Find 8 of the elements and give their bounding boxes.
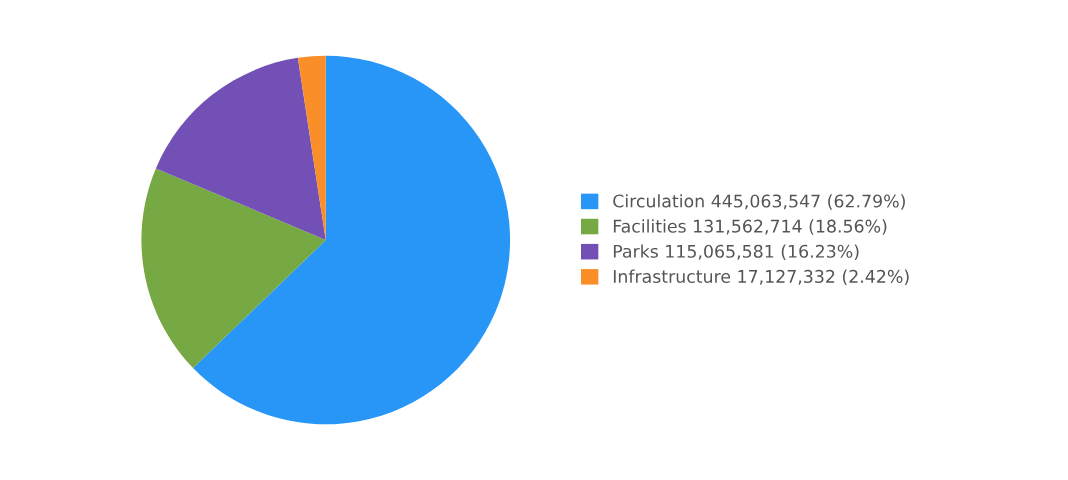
legend-label: Facilities 131,562,714 (18.56%) bbox=[613, 219, 887, 235]
pie-slice bbox=[297, 55, 326, 240]
pie-slice bbox=[141, 168, 326, 368]
legend-label: Parks 115,065,581 (16.23%) bbox=[613, 244, 859, 260]
pie-slice bbox=[155, 57, 326, 240]
legend-label: Infrastructure 17,127,332 (2.42%) bbox=[613, 269, 909, 286]
pie-slice bbox=[193, 55, 511, 425]
legend-label: Circulation 445,063,547 (62.79%) bbox=[613, 194, 905, 210]
